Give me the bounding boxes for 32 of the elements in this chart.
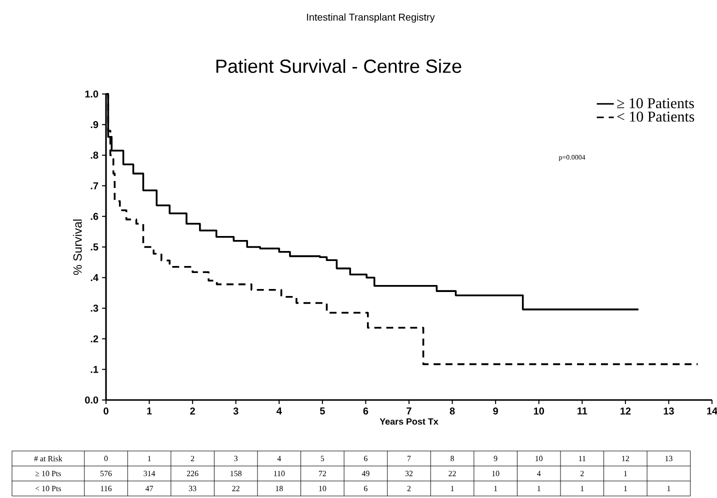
legend-label: ≥ 10 Patients <box>617 98 694 108</box>
x-tick-label: 11 <box>578 407 588 414</box>
chart-title: Patient Survival - Centre Size <box>216 59 462 73</box>
y-axis-title: % Survival <box>73 220 82 275</box>
y-tick-label: .3 <box>90 304 98 312</box>
x-tick-label: 12 <box>620 408 631 414</box>
y-tick-label: .4 <box>90 274 98 282</box>
x-tick-label: 13 <box>664 408 674 415</box>
y-tick-label: .1 <box>90 366 98 373</box>
y-tick-label: .9 <box>90 121 98 128</box>
x-tick-label: 10 <box>534 408 544 415</box>
y-tick-label: .7 <box>90 182 98 190</box>
y-tick-label: .6 <box>90 212 98 220</box>
x-tick-label: 6 <box>363 408 368 415</box>
y-tick-label: .2 <box>90 335 98 342</box>
x-tick-label: 3 <box>233 408 238 415</box>
x-tick-label: 5 <box>320 407 325 414</box>
y-tick-label: 0.0 <box>85 396 98 404</box>
x-tick-label: 14 <box>707 407 717 414</box>
x-tick-label: 9 <box>493 408 498 415</box>
y-tick-label: 1.0 <box>85 90 98 98</box>
y-tick-label: .8 <box>90 152 98 159</box>
legend-label: < 10 Patients <box>617 112 694 122</box>
x-tick-label: 7 <box>406 407 412 414</box>
x-axis-title: Years Post Tx <box>380 418 438 425</box>
x-tick-label: 8 <box>450 408 455 415</box>
y-tick-label: .5 <box>90 244 98 250</box>
x-tick-label: 4 <box>276 407 282 414</box>
x-tick-label: 0 <box>104 408 108 415</box>
x-tick-label: 2 <box>190 408 195 414</box>
x-tick-label: 1 <box>147 407 152 414</box>
chart-subtitle: Intestinal Transplant Registry <box>307 13 435 23</box>
